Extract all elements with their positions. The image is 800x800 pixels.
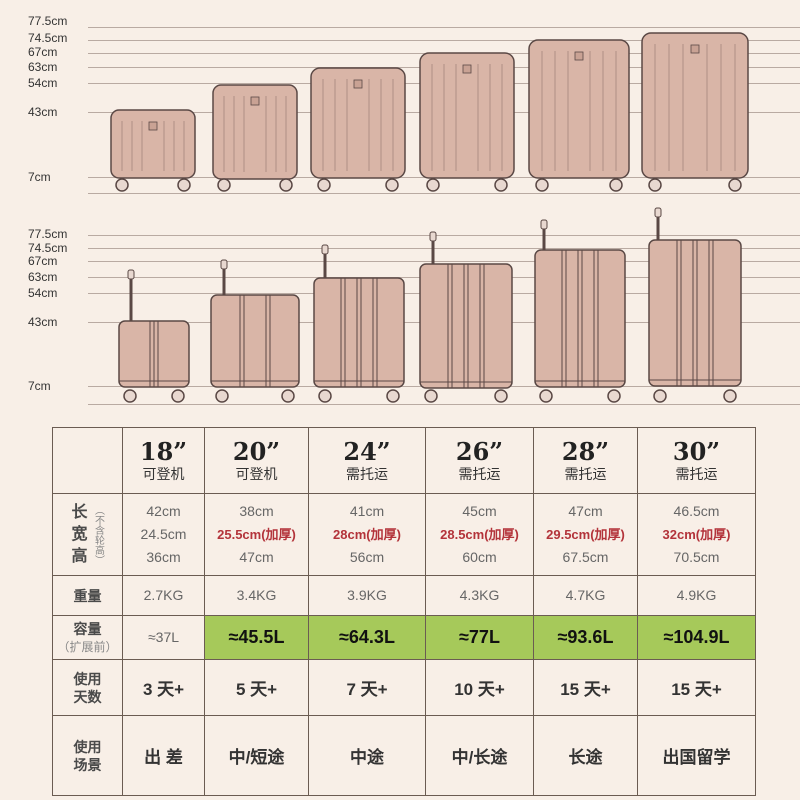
suitcase-20-front <box>210 82 300 193</box>
capacity-28: ≈93.6L <box>533 615 638 660</box>
dims-18: 42cm 24.5cm 36cm <box>122 493 205 576</box>
height-label: 54cm <box>28 76 58 90</box>
capacity-18: ≈37L <box>122 615 205 660</box>
spec-table: 18” 可登机 20” 可登机 24” 需托运 26” 需托运 28” 需托运 30” 需托… <box>52 427 756 796</box>
dims-28: 47cm 29.5cm(加厚) 67.5cm <box>533 493 638 576</box>
suitcase-20-back <box>208 258 302 406</box>
capacity-30: ≈104.9L <box>637 615 756 660</box>
capacity-20: ≈45.5L <box>204 615 309 660</box>
dims-24: 41cm 28cm(加厚) 56cm <box>308 493 426 576</box>
suitcase-24-front <box>308 65 408 193</box>
days-row: 使用 天数 3 天+ 5 天+ 7 天+ 10 天+ 15 天+ 15 天+ <box>52 659 756 716</box>
days-30: 15 天+ <box>637 659 756 716</box>
capacity-label: 容量 （扩展前） <box>52 615 123 660</box>
days-20: 5 天+ <box>204 659 309 716</box>
capacity-26: ≈77L <box>425 615 534 660</box>
scene-28: 长途 <box>533 715 638 796</box>
height-label: 67cm <box>28 254 58 268</box>
header-28: 28” 需托运 <box>533 427 638 494</box>
suitcase-18-back <box>116 268 192 406</box>
capacity-row: 容量 （扩展前） ≈37L ≈45.5L ≈64.3L ≈77L ≈93.6L ≈… <box>52 615 756 660</box>
scene-30: 出国留学 <box>637 715 756 796</box>
front-view-panel: 77.5cm 74.5cm 67cm 63cm 54cm 43cm 7cm <box>0 0 800 205</box>
weight-30: 4.9KG <box>637 575 756 616</box>
suitcase-18-front <box>108 107 198 193</box>
weight-28: 4.7KG <box>533 575 638 616</box>
capacity-24: ≈64.3L <box>308 615 426 660</box>
weight-20: 3.4KG <box>204 575 309 616</box>
weight-26: 4.3KG <box>425 575 534 616</box>
back-view-panel: 77.5cm 74.5cm 67cm 63cm 54cm 43cm 7cm <box>0 207 800 413</box>
height-label: 43cm <box>28 315 58 329</box>
header-20: 20” 可登机 <box>204 427 309 494</box>
weight-label: 重量 <box>52 575 123 616</box>
suitcase-24-back <box>311 243 407 406</box>
height-label: 7cm <box>28 170 51 184</box>
header-row: 18” 可登机 20” 可登机 24” 需托运 26” 需托运 28” 需托运 30” 需托… <box>52 427 756 494</box>
days-18: 3 天+ <box>122 659 205 716</box>
dims-30: 46.5cm 32cm(加厚) 70.5cm <box>637 493 756 576</box>
header-30: 30” 需托运 <box>637 427 756 494</box>
suitcase-28-front <box>526 37 632 193</box>
dims-26: 45cm 28.5cm(加厚) 60cm <box>425 493 534 576</box>
dimensions-row: 长宽高 （不含轮高） 42cm 24.5cm 36cm 38cm 25.5cm(加厚)… <box>52 493 756 576</box>
height-label: 77.5cm <box>28 227 68 241</box>
suitcase-30-front <box>639 30 751 193</box>
suitcase-26-back <box>417 230 515 406</box>
header-26: 26” 需托运 <box>425 427 534 494</box>
days-28: 15 天+ <box>533 659 638 716</box>
header-18: 18” 可登机 <box>122 427 205 494</box>
days-24: 7 天+ <box>308 659 426 716</box>
weight-row: 重量 2.7KG 3.4KG 3.9KG 4.3KG 4.7KG 4.9KG <box>52 575 756 616</box>
scene-row: 使用 场景 出 差 中/短途 中途 中/长途 长途 出国留学 <box>52 715 756 796</box>
height-label: 67cm <box>28 45 58 59</box>
suitcase-28-back <box>532 218 628 406</box>
height-label: 7cm <box>28 379 51 393</box>
corner-cell <box>52 427 123 494</box>
scene-24: 中途 <box>308 715 426 796</box>
scene-26: 中/长途 <box>425 715 534 796</box>
weight-18: 2.7KG <box>122 575 205 616</box>
height-label: 63cm <box>28 270 58 284</box>
height-label: 54cm <box>28 286 58 300</box>
dims-20: 38cm 25.5cm(加厚) 47cm <box>204 493 309 576</box>
suitcase-30-back <box>646 206 744 406</box>
dimensions-label: 长宽高 （不含轮高） <box>52 493 123 576</box>
height-label: 43cm <box>28 105 58 119</box>
days-26: 10 天+ <box>425 659 534 716</box>
days-label: 使用 天数 <box>52 659 123 716</box>
height-label: 74.5cm <box>28 241 68 255</box>
header-24: 24” 需托运 <box>308 427 426 494</box>
suitcase-26-front <box>417 50 517 193</box>
scene-label: 使用 场景 <box>52 715 123 796</box>
scene-18: 出 差 <box>122 715 205 796</box>
height-label: 74.5cm <box>28 31 68 45</box>
weight-24: 3.9KG <box>308 575 426 616</box>
height-label: 63cm <box>28 60 58 74</box>
scene-20: 中/短途 <box>204 715 309 796</box>
height-label: 77.5cm <box>28 14 68 28</box>
